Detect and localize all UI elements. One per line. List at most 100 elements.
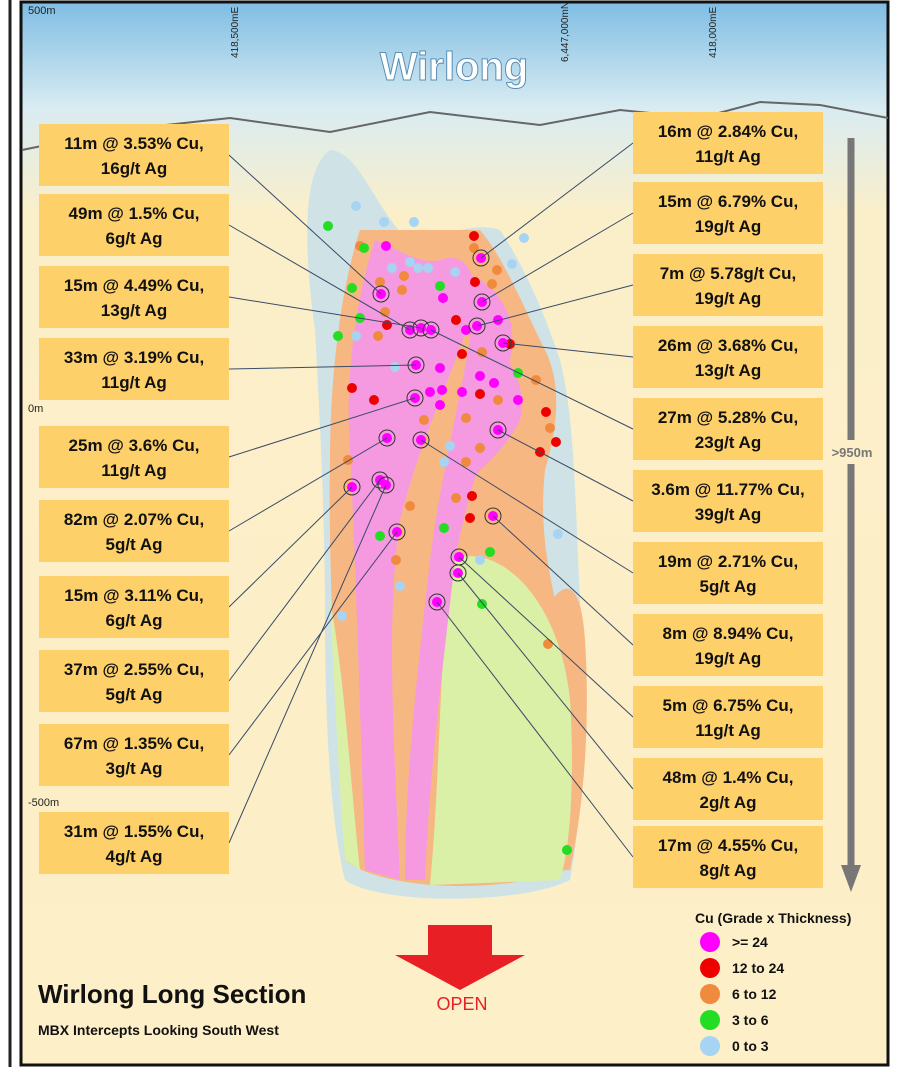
callout-line: 39g/t Ag	[695, 505, 761, 524]
elevation-label: -500m	[28, 797, 59, 809]
legend-label: 12 to 24	[732, 960, 784, 976]
footer-subtitle: MBX Intercepts Looking South West	[38, 1022, 279, 1038]
grid-label: 6,447,000mN	[560, 2, 571, 62]
leader-line	[228, 224, 411, 331]
callout-box	[633, 326, 823, 388]
drill-intercept	[475, 443, 485, 453]
intercept-ring	[428, 593, 446, 611]
callout-line: 11g/t Ag	[101, 461, 167, 480]
callout-line: 67m @ 1.35% Cu,	[64, 734, 204, 753]
callout-line: 23g/t Ag	[695, 433, 761, 452]
callout-line: 19g/t Ag	[695, 649, 761, 668]
drill-intercept	[445, 441, 455, 451]
drill-intercept	[375, 277, 385, 287]
drill-intercept	[437, 385, 447, 395]
grid-label: 418,500mE	[230, 7, 241, 58]
callout-box	[633, 686, 823, 748]
callout-box	[633, 826, 823, 888]
leader-line	[228, 154, 382, 295]
leader-line	[458, 556, 634, 718]
callout-box	[39, 266, 229, 328]
callout-line: 5g/t Ag	[106, 685, 163, 704]
callout-box	[633, 182, 823, 244]
callout-line: 11g/t Ag	[695, 721, 761, 740]
drill-intercept	[419, 415, 429, 425]
drill-intercept	[337, 611, 347, 621]
callout-line: 16g/t Ag	[101, 159, 167, 178]
callout-box	[39, 500, 229, 562]
leader-line	[228, 364, 417, 370]
drill-intercept	[423, 263, 433, 273]
map-title: Wirlong	[380, 45, 529, 89]
drill-intercept	[475, 555, 485, 565]
drill-intercept	[475, 371, 485, 381]
drill-intercept	[519, 233, 529, 243]
elevation-label: 0m	[28, 403, 43, 415]
callout-line: 8g/t Ag	[700, 861, 757, 880]
callout-line: 3.6m @ 11.77% Cu,	[651, 480, 805, 499]
drill-intercept	[551, 437, 561, 447]
drill-intercept	[439, 457, 449, 467]
leader-line	[228, 296, 422, 329]
callout-line: 4g/t Ag	[106, 847, 163, 866]
callout-box	[39, 194, 229, 256]
callout-line: 11m @ 3.53% Cu,	[64, 134, 203, 153]
drill-intercept	[467, 491, 477, 501]
callout-box	[633, 758, 823, 820]
intercept-ring	[378, 429, 396, 447]
intercept-ring	[406, 389, 424, 407]
drill-intercept	[391, 555, 401, 565]
drill-intercept	[553, 529, 563, 539]
drill-intercept	[493, 395, 503, 405]
callout-box	[633, 542, 823, 604]
drill-intercept	[347, 383, 357, 393]
leader-line	[457, 572, 634, 790]
callout-line: 31m @ 1.55% Cu,	[64, 822, 204, 841]
leader-line	[228, 531, 398, 756]
intercept-ring	[449, 564, 467, 582]
depth-label-bg	[826, 440, 878, 464]
depth-arrow-head	[841, 865, 861, 892]
drill-intercept	[435, 363, 445, 373]
callout-line: 13g/t Ag	[101, 301, 167, 320]
drill-intercept	[399, 271, 409, 281]
drill-intercept	[562, 845, 572, 855]
topography	[21, 100, 889, 151]
footer-title: Wirlong Long Section	[38, 979, 306, 1009]
drill-intercept	[451, 493, 461, 503]
intercept-ring	[388, 523, 406, 541]
callout-box	[633, 470, 823, 532]
callout-line: 37m @ 2.55% Cu,	[64, 660, 204, 679]
drill-intercept	[395, 581, 405, 591]
legend-swatch	[700, 958, 720, 978]
callout-box	[633, 254, 823, 316]
callout-box	[633, 112, 823, 174]
leader-line	[476, 284, 634, 327]
drill-intercept	[409, 217, 419, 227]
intercept-ring	[371, 471, 389, 489]
drill-intercept	[351, 201, 361, 211]
callout-box	[39, 338, 229, 400]
legend-swatch	[700, 1010, 720, 1030]
drill-intercept	[475, 389, 485, 399]
legend-swatch	[700, 1036, 720, 1056]
drill-intercept	[425, 387, 435, 397]
drill-intercept	[451, 315, 461, 325]
callout-line: 5g/t Ag	[700, 577, 757, 596]
callout-line: 49m @ 1.5% Cu,	[69, 204, 200, 223]
leader-line	[481, 212, 634, 303]
drill-intercept	[333, 331, 343, 341]
intercept-ring	[422, 321, 440, 339]
legend-swatch	[700, 932, 720, 952]
callout-box	[39, 650, 229, 712]
drill-intercept	[477, 347, 487, 357]
drill-intercept	[359, 243, 369, 253]
callout-line: 6g/t Ag	[106, 229, 163, 248]
legend-title: Cu (Grade x Thickness)	[695, 910, 851, 926]
callout-line: 19m @ 2.71% Cu,	[658, 552, 798, 571]
legend-swatch	[700, 984, 720, 1004]
callout-line: 11g/t Ag	[101, 373, 167, 392]
callout-line: 19g/t Ag	[695, 217, 761, 236]
callout-line: 16m @ 2.84% Cu,	[658, 122, 798, 141]
